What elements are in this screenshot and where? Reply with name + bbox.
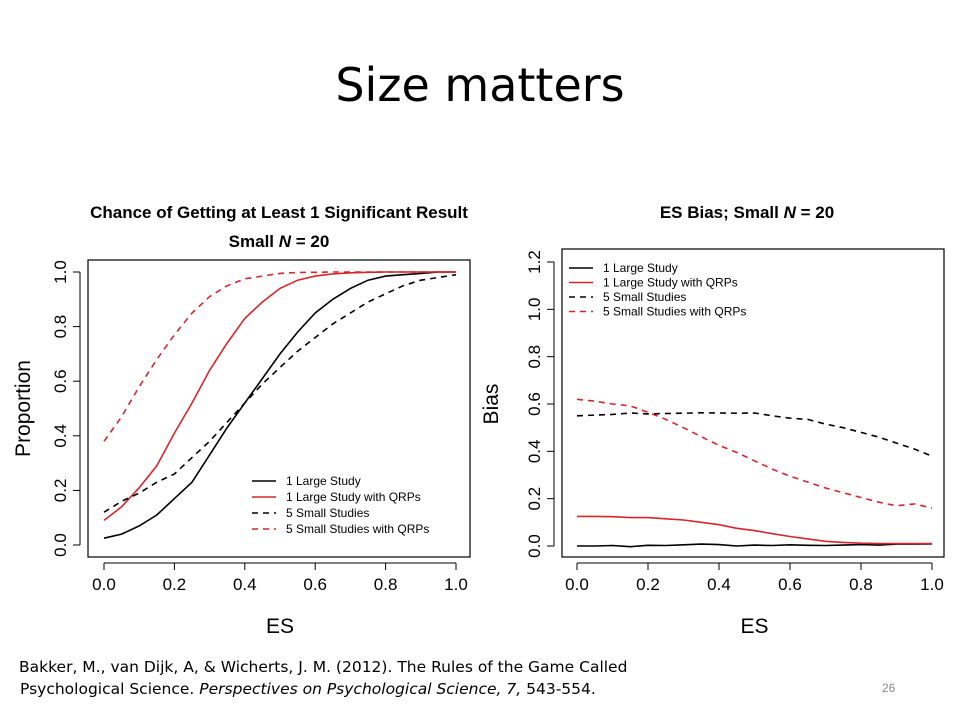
chart-title-part: Small (229, 232, 279, 251)
citation-pages: 543-554. (521, 680, 596, 698)
y-tick-label: 0.2 (51, 479, 70, 503)
y-axis-label: Proportion (12, 360, 35, 457)
plot-frame (87, 259, 471, 558)
slide-number: 26 (882, 681, 896, 695)
x-axis-label: ES (740, 615, 768, 638)
x-tick-label: 1.0 (920, 575, 944, 594)
x-tick-label: 0.8 (374, 575, 398, 594)
x-tick-label: 0.2 (636, 575, 660, 594)
chart-title-line1: Chance of Getting at Least 1 Significant… (90, 203, 468, 222)
y-tick-label: 0.0 (51, 533, 70, 557)
x-tick-label: 0.4 (233, 575, 257, 594)
x-tick-label: 1.0 (444, 575, 468, 594)
series-line-1-large-study-with-qrps (103, 271, 456, 522)
chart-title-line2: Small N = 20 (229, 232, 330, 251)
chart-title-line1: ES Bias; Small N = 20 (660, 203, 834, 222)
series-line-1-large-study-with-qrps (577, 515, 932, 545)
x-tick-label: 0.4 (707, 575, 731, 594)
y-tick-label: 1.0 (51, 260, 70, 284)
y-tick-label: 1.0 (525, 298, 544, 322)
plot-frame (561, 248, 945, 558)
y-tick-label: 0.4 (525, 440, 544, 464)
y-axis-label: Bias (480, 384, 503, 425)
series-line-5-small-studies (576, 411, 933, 457)
legend-label: 5 Small Studies (286, 506, 369, 520)
series-line-1-large-study (577, 543, 933, 548)
chart-title-part: ES Bias; Small (660, 203, 784, 222)
y-tick-label: 0.8 (51, 315, 70, 339)
x-tick-label: 0.0 (92, 575, 116, 594)
x-tick-label: 0.2 (163, 575, 187, 594)
chart-title-part: = 20 (796, 203, 834, 222)
legend-label: 1 Large Study (286, 474, 361, 488)
legend-label: 1 Large Study with QRPs (603, 276, 738, 290)
series-line-1-large-study (103, 271, 456, 539)
series-line-5-small-studies-with-qrps (576, 398, 933, 509)
series-line-5-small-studies-with-qrps (103, 271, 456, 442)
legend-label: 5 Small Studies (603, 290, 686, 304)
x-tick-label: 0.6 (778, 575, 802, 594)
series-line-5-small-studies (103, 273, 457, 513)
citation-line2: Psychological Science. Perspectives on P… (19, 678, 627, 700)
legend-label: 1 Large Study (603, 261, 678, 275)
y-tick-label: 0.6 (525, 392, 544, 416)
citation-line2-plain: Psychological Science. (20, 680, 200, 698)
legend-label: 1 Large Study with QRPs (286, 490, 421, 504)
citation: Bakker, M., van Dijk, A, & Wicherts, J. … (19, 656, 627, 700)
chart-title-part: Chance of Getting at Least 1 Significant… (90, 203, 468, 222)
chart-title-part: = 20 (291, 232, 329, 251)
legend-label: 5 Small Studies with QRPs (286, 522, 429, 536)
y-tick-label: 0.2 (525, 487, 544, 511)
chart-title-part: N (279, 232, 292, 251)
y-tick-label: 1.2 (525, 250, 544, 274)
y-tick-label: 0.4 (51, 424, 70, 448)
citation-line1: Bakker, M., van Dijk, A, & Wicherts, J. … (19, 658, 628, 676)
citation-journal: Perspectives on Psychological Science, 7… (199, 680, 522, 698)
chart-es-bias: ES Bias; Small N = 20 0.0 0.2 0.4 0.6 0.8 1.0 E… (480, 203, 945, 638)
y-tick-label: 0.8 (525, 345, 544, 369)
chart-title-part: N (784, 203, 797, 222)
chart-success-proportion: Chance of Getting at Least 1 Significant… (12, 203, 471, 638)
slide-title: Size matters (335, 58, 625, 112)
y-tick-label: 0.0 (525, 534, 544, 558)
x-tick-label: 0.0 (565, 575, 589, 594)
x-axis-label: ES (266, 615, 294, 638)
x-tick-label: 0.6 (303, 575, 327, 594)
legend-label: 5 Small Studies with QRPs (603, 305, 746, 319)
y-tick-label: 0.6 (51, 369, 70, 393)
x-tick-label: 0.8 (849, 575, 873, 594)
